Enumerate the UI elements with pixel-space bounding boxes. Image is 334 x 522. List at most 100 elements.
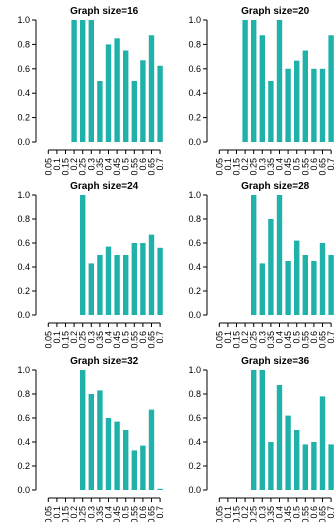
y-tick-label: 1.0	[188, 15, 201, 25]
bar-0.25	[80, 195, 86, 315]
y-tick-label: 0.0	[17, 485, 30, 495]
bar-0.4	[276, 20, 283, 142]
chart-panel-6: Graph size=360.00.20.40.60.81.00.050.10.…	[188, 356, 334, 522]
y-tick-label: 0.8	[17, 214, 30, 224]
y-tick-label: 0.4	[17, 88, 30, 98]
chart-panel-1: Graph size=160.00.20.40.60.81.00.050.10.…	[17, 6, 165, 176]
bar-0.45	[114, 421, 120, 490]
x-tick-label: 0.1	[52, 506, 62, 519]
x-tick-label: 0.05	[43, 158, 53, 176]
y-tick-label: 0.2	[188, 113, 201, 123]
bar-0.3	[259, 35, 265, 142]
chart-panel-3: Graph size=240.00.20.40.60.81.00.050.10.…	[17, 181, 165, 349]
bar-0.35	[97, 255, 103, 315]
x-tick-label: 0.55	[129, 158, 139, 176]
y-tick-label: 0.4	[17, 262, 30, 272]
y-tick-label: 0.6	[17, 64, 30, 74]
x-tick-label: 0.2	[240, 158, 250, 171]
y-tick-label: 0.2	[17, 113, 30, 123]
bar-0.7	[157, 247, 163, 315]
x-tick-label: 0.05	[43, 506, 53, 522]
bar-0.4	[276, 195, 283, 315]
bar-0.55	[131, 450, 137, 490]
x-tick-label: 0.15	[61, 158, 71, 176]
y-tick-label: 0.6	[17, 413, 30, 423]
panel-title: Graph size=20	[241, 6, 310, 17]
bar-0.25	[251, 370, 257, 490]
x-tick-label: 0.45	[283, 331, 293, 349]
x-tick-label: 0.45	[112, 506, 122, 522]
x-tick-label: 0.25	[249, 506, 259, 522]
x-tick-label: 0.35	[266, 506, 276, 522]
x-tick-label: 0.6	[138, 506, 148, 519]
x-tick-label: 0.25	[78, 331, 88, 349]
bar-0.4	[276, 385, 283, 490]
bar-0.4	[105, 44, 112, 142]
bar-0.35	[268, 81, 274, 142]
y-tick-label: 1.0	[17, 365, 30, 375]
bar-0.65	[148, 409, 155, 490]
x-tick-label: 0.7	[326, 158, 334, 171]
x-tick-label: 0.4	[275, 158, 285, 171]
chart-panel-5: Graph size=320.00.20.40.60.81.00.050.10.…	[17, 356, 165, 522]
x-tick-label: 0.05	[214, 506, 224, 522]
bar-0.3	[88, 20, 94, 142]
x-tick-label: 0.4	[104, 158, 114, 171]
x-tick-label: 0.3	[86, 158, 96, 171]
x-tick-label: 0.6	[138, 158, 148, 171]
bar-0.6	[140, 243, 146, 315]
y-tick-label: 1.0	[188, 190, 201, 200]
bar-0.7	[328, 35, 334, 142]
bar-0.55	[302, 50, 308, 142]
y-tick-label: 0.6	[188, 238, 201, 248]
x-tick-label: 0.5	[121, 158, 131, 171]
x-tick-label: 0.7	[326, 331, 334, 344]
y-tick-label: 0.0	[188, 137, 201, 147]
bar-0.5	[123, 50, 129, 142]
x-tick-label: 0.05	[214, 331, 224, 349]
bar-0.25	[251, 195, 257, 315]
y-tick-label: 1.0	[188, 365, 201, 375]
x-tick-label: 0.7	[326, 506, 334, 519]
bar-0.3	[88, 394, 94, 490]
bar-0.45	[285, 68, 291, 142]
bar-0.35	[268, 219, 274, 315]
panel-title: Graph size=24	[70, 181, 139, 192]
x-tick-label: 0.55	[300, 506, 310, 522]
x-tick-label: 0.2	[240, 506, 250, 519]
bar-0.3	[88, 263, 94, 315]
x-tick-label: 0.7	[155, 158, 165, 171]
bar-0.7	[157, 65, 163, 142]
x-tick-label: 0.7	[155, 506, 165, 519]
x-tick-label: 0.55	[300, 331, 310, 349]
x-tick-label: 0.5	[292, 158, 302, 171]
y-tick-label: 0.0	[188, 485, 201, 495]
x-tick-label: 0.65	[147, 331, 157, 349]
y-tick-label: 0.0	[17, 310, 30, 320]
x-tick-label: 0.7	[155, 331, 165, 344]
x-tick-label: 0.2	[69, 506, 79, 519]
x-tick-label: 0.65	[147, 158, 157, 176]
x-tick-label: 0.1	[223, 158, 233, 171]
x-tick-label: 0.65	[147, 506, 157, 522]
bar-0.45	[114, 255, 120, 315]
y-tick-label: 0.8	[188, 389, 201, 399]
bar-0.3	[259, 263, 265, 315]
x-tick-label: 0.55	[129, 331, 139, 349]
bar-0.25	[80, 370, 86, 490]
x-tick-label: 0.35	[95, 158, 105, 176]
x-tick-label: 0.65	[318, 158, 328, 176]
x-tick-label: 0.4	[104, 506, 114, 519]
x-tick-label: 0.2	[240, 331, 250, 344]
bar-0.45	[114, 38, 120, 142]
y-tick-label: 0.6	[17, 238, 30, 248]
chart-panel-4: Graph size=280.00.20.40.60.81.00.050.10.…	[188, 181, 334, 349]
panel-title: Graph size=16	[70, 6, 139, 17]
bar-0.25	[80, 20, 86, 142]
x-tick-label: 0.5	[121, 506, 131, 519]
panel-title: Graph size=36	[241, 356, 310, 367]
x-tick-label: 0.45	[112, 158, 122, 176]
x-tick-label: 0.1	[52, 331, 62, 344]
x-tick-label: 0.25	[249, 331, 259, 349]
